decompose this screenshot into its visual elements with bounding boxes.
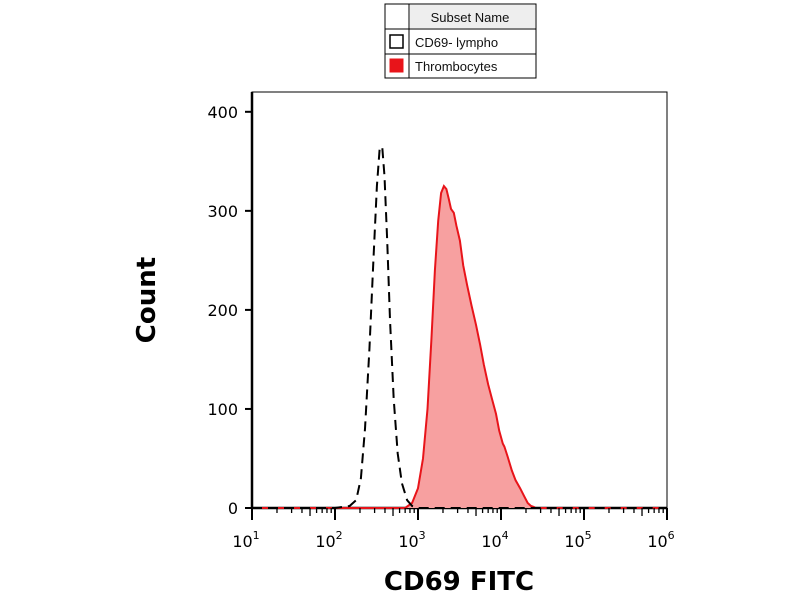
legend-label-cd69-lympho: CD69- lympho	[415, 35, 498, 50]
y-axis-ticks: 0 100 200 300 400	[207, 103, 252, 518]
x-tick-exponent: 2	[336, 529, 343, 542]
x-tick-base: 10	[481, 532, 501, 551]
y-tick-label: 200	[207, 301, 238, 320]
x-tick-label: 102	[315, 529, 342, 551]
legend-swatch-cd69-lympho	[389, 34, 404, 49]
x-tick-base: 10	[564, 532, 584, 551]
y-tick-label: 0	[228, 499, 238, 518]
legend-header: Subset Name	[431, 10, 510, 25]
x-tick-exponent: 6	[668, 529, 675, 542]
legend: Subset Name CD69- lympho Thrombocytes	[384, 3, 537, 79]
x-tick-base: 10	[647, 532, 667, 551]
x-tick-label: 101	[232, 529, 259, 551]
y-tick-label: 100	[207, 400, 238, 419]
x-tick-base: 10	[398, 532, 418, 551]
x-tick-base: 10	[315, 532, 335, 551]
x-axis-ticks: 101 102 103 104 105 106	[232, 508, 675, 551]
x-tick-base: 10	[232, 532, 252, 551]
legend-header-background	[410, 5, 535, 28]
x-tick-label: 104	[481, 529, 508, 551]
x-axis-title: CD69 FITC	[384, 567, 534, 597]
x-tick-exponent: 3	[419, 529, 426, 542]
x-tick-label: 105	[564, 529, 591, 551]
y-tick-label: 300	[207, 202, 238, 221]
series-thrombocytes-line	[252, 184, 667, 509]
y-axis-title: Count	[132, 257, 162, 343]
x-tick-exponent: 4	[502, 529, 509, 542]
legend-label-thrombocytes: Thrombocytes	[415, 59, 498, 74]
x-tick-label: 103	[398, 529, 425, 551]
series-thrombocytes-area	[252, 186, 667, 508]
x-tick-exponent: 5	[585, 529, 592, 542]
series-cd69-lympho-line	[252, 144, 667, 509]
x-tick-exponent: 1	[253, 529, 260, 542]
legend-swatch-thrombocytes	[389, 58, 404, 73]
y-tick-label: 400	[207, 103, 238, 122]
x-tick-label: 106	[647, 529, 674, 551]
